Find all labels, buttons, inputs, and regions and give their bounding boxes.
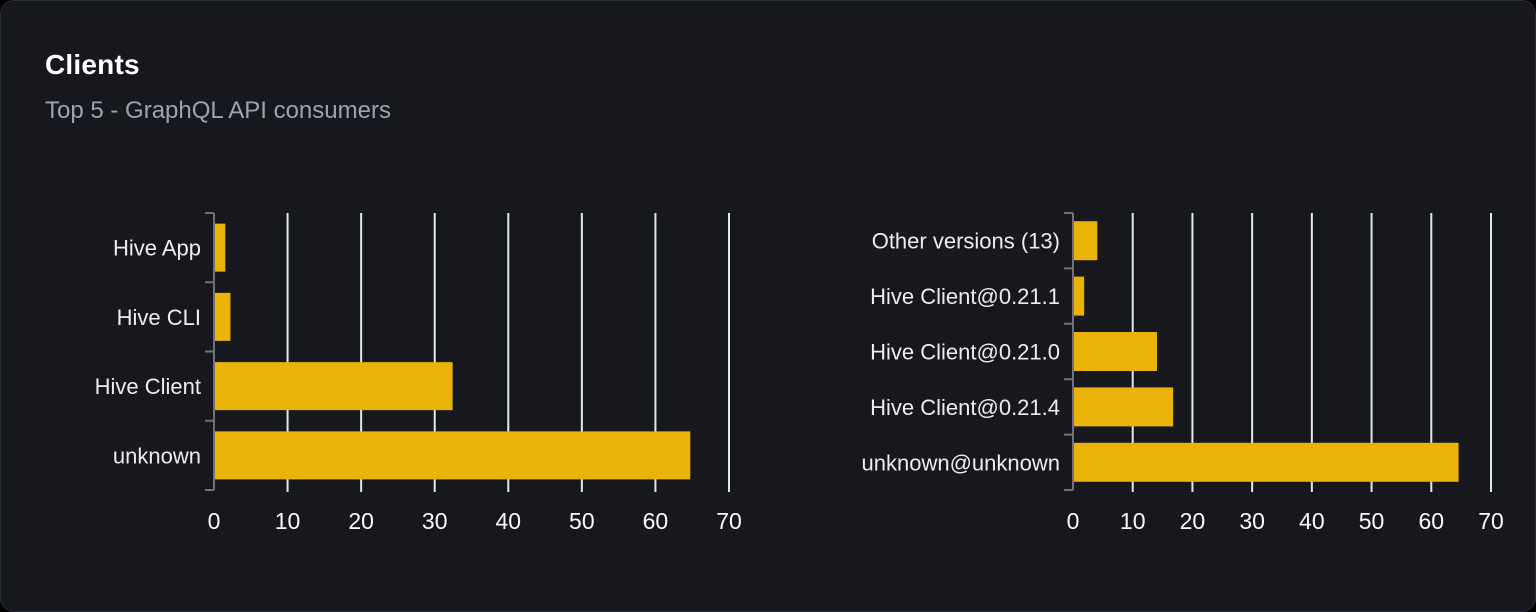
x-tick-label: 70 (716, 508, 742, 534)
x-tick-label: 0 (1067, 508, 1080, 534)
category-label: Hive Client@0.21.0 (870, 340, 1060, 365)
bar-other-versions-13-[interactable] (1074, 221, 1098, 261)
clients-by-version-bar-chart[interactable]: Other versions (13) Hive Client@0.21.1 Hiv… (801, 196, 1531, 546)
bar-hive-client-0-21-1[interactable] (1074, 276, 1085, 316)
category-label: Hive Client@0.21.1 (870, 284, 1060, 309)
bar-unknown-unknown[interactable] (1074, 442, 1459, 482)
card-subtitle: Top 5 - GraphQL API consumers (45, 97, 391, 124)
x-tick-label: 20 (1180, 508, 1206, 534)
bar-hive-client-0-21-4[interactable] (1074, 387, 1174, 427)
y-axis (1064, 212, 1074, 491)
x-tick-label: 10 (1120, 508, 1146, 534)
category-label: unknown@unknown (862, 450, 1060, 475)
bar-hive-cli[interactable] (215, 292, 231, 341)
y-axis (205, 212, 215, 491)
category-label: Hive Client (95, 374, 201, 399)
x-tick-label: 60 (1418, 508, 1444, 534)
x-tick-label: 50 (1359, 508, 1385, 534)
x-tick-label: 70 (1478, 508, 1504, 534)
x-tick-label: 20 (348, 508, 374, 534)
category-label: Hive App (113, 236, 201, 261)
bar-unknown[interactable] (215, 431, 691, 480)
clients-by-name-bar-chart[interactable]: Hive App Hive CLI Hive Client unknown 0 10 20 3… (41, 196, 751, 546)
bar-hive-app[interactable] (215, 223, 226, 272)
category-label: unknown (113, 443, 201, 468)
x-tick-label: 50 (569, 508, 595, 534)
x-tick-label: 40 (1299, 508, 1325, 534)
x-tick-label: 30 (422, 508, 448, 534)
x-tick-label: 0 (208, 508, 221, 534)
category-label: Hive Client@0.21.4 (870, 395, 1060, 420)
x-tick-label: 10 (275, 508, 301, 534)
x-tick-label: 40 (495, 508, 521, 534)
bar-hive-client[interactable] (215, 362, 453, 411)
category-label: Hive CLI (117, 305, 201, 330)
bar-hive-client-0-21-0[interactable] (1074, 332, 1158, 371)
x-tick-label: 60 (643, 508, 669, 534)
card-title: Clients (45, 49, 140, 80)
category-label: Other versions (13) (872, 229, 1060, 254)
x-tick-label: 30 (1239, 508, 1265, 534)
